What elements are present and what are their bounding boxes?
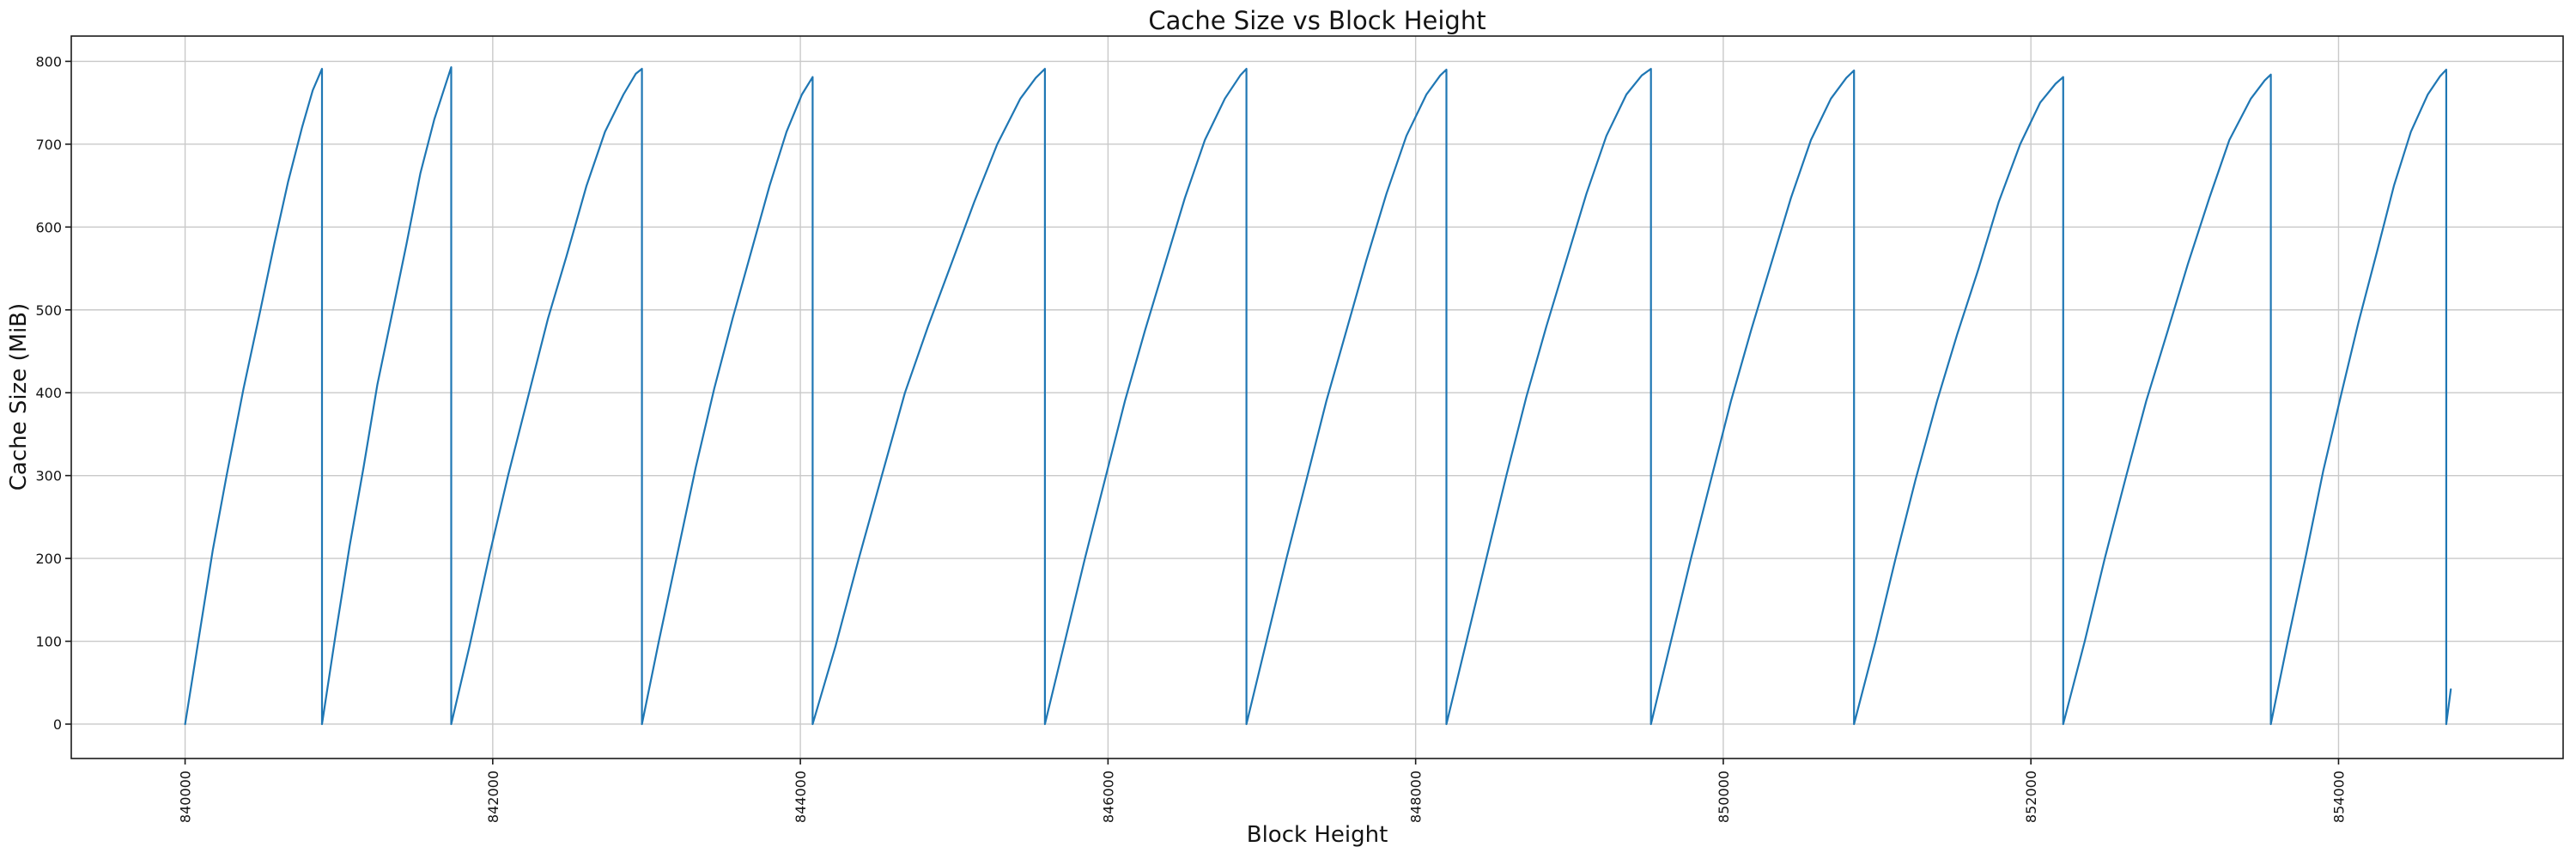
tick-marks [65,60,2340,765]
cache-size-line [184,66,2452,726]
y-tick-label: 300 [35,468,62,484]
x-tick-label: 854000 [2330,771,2347,823]
x-tick-label: 852000 [2023,771,2039,823]
y-tick-label: 100 [35,634,62,650]
tick-labels: 840000 842000 844000 846000 848000 850000 8520… [35,53,2347,823]
x-axis-label: Block Height [1247,822,1388,848]
axes-spines [70,35,2564,759]
y-tick-label: 500 [35,302,62,319]
x-tick-label: 844000 [793,771,809,823]
x-tick-label: 842000 [485,771,501,823]
y-axis-label: Cache Size (MiB) [6,303,32,491]
chart-title: Cache Size vs Block Height [1148,6,1485,35]
x-tick-label: 848000 [1408,771,1425,823]
x-tick-label: 850000 [1716,771,1732,823]
y-tick-label: 400 [35,385,62,401]
x-tick-label: 840000 [178,771,194,823]
x-tick-label: 846000 [1100,771,1116,823]
y-tick-label: 0 [53,716,62,733]
y-tick-label: 800 [35,53,62,70]
y-tick-label: 700 [35,137,62,153]
y-tick-label: 600 [35,219,62,235]
series-layer [184,66,2452,726]
grid [71,36,2563,758]
y-tick-label: 200 [35,551,62,567]
plot-border [70,35,2564,759]
